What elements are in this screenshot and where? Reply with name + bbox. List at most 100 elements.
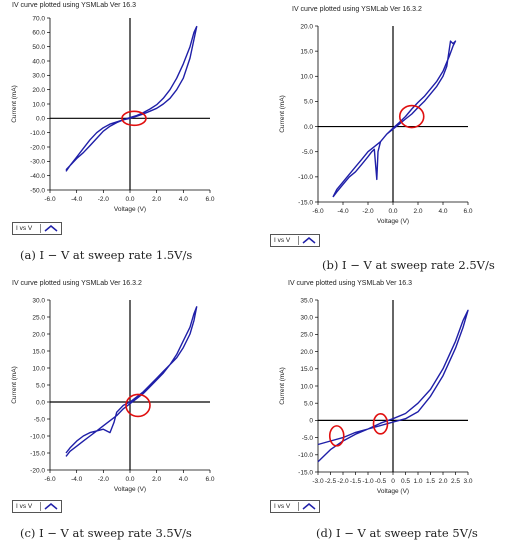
x-tick-label: -4.0 [71,476,83,483]
y-tick-label: 20.0 [32,331,45,338]
legend: I vs V [12,222,63,235]
legend-swatch-icon [40,224,61,233]
chart-title: IV curve plotted using YSMLab Ver 16.3 [288,280,413,287]
y-tick-label: 10.0 [300,74,313,81]
y-tick-label: -15.0 [298,469,313,476]
legend-swatch-icon [40,502,61,511]
y-tick-label: 30.0 [32,297,45,304]
iv-chart-b: -6.0 -4.0 -2.0 0.0 2.0 4.0 6.0 -15.0 -10.0 -5.0 0.… [279,23,473,225]
x-tick-label: 6.0 [205,476,214,483]
x-tick-label: -1.5 [350,478,362,485]
y-tick-label: 70.0 [32,15,45,22]
y-tick-label: -15.0 [298,199,313,206]
highlight-circle [398,104,425,129]
y-tick-label: 10.0 [32,101,45,108]
legend-swatch-icon [298,502,319,511]
x-tick-label: -3.0 [312,478,324,485]
caption: (a) I − V at sweep rate 1.5V/s [20,248,193,262]
x-tick-label: 4.0 [179,196,188,203]
panel-d: IV curve plotted using YSMLab Ver 16.3 -… [258,272,516,550]
x-tick-label: -2.0 [337,478,349,485]
x-tick-label: -2.0 [98,196,110,203]
x-tick-label: 1.5 [426,478,435,485]
x-axis-label: Voltage (V) [114,486,146,493]
y-tick-label: 15.0 [300,366,313,373]
series-line-i-vs-v [332,40,457,198]
panel-c: IV curve plotted using YSMLab Ver 16.3.2… [0,272,258,550]
y-tick-label: 10.0 [300,383,313,390]
x-tick-label: -6.0 [312,208,324,215]
y-tick-label: 5.0 [36,382,45,389]
series-line-i-vs-v [65,306,198,457]
legend-label: I vs V [274,503,291,510]
y-tick-label: 25.0 [32,314,45,321]
legend: I vs V [12,500,63,513]
y-tick-label: -5.0 [302,149,314,156]
iv-chart-d: -3.0 -2.5 -2.0 -1.5 -1.0 -0.5 0 0.5 1.0 1.5 2.0 2.5… [279,297,473,495]
series-line-i-vs-v [65,25,198,172]
x-tick-label: -6.0 [44,196,56,203]
y-tick-label: -10.0 [298,174,313,181]
x-axis-label: Voltage (V) [377,488,409,495]
y-tick-label: -15.0 [30,450,45,457]
x-tick-label: 2.0 [152,196,161,203]
y-axis-label: Current (mA) [279,95,286,133]
x-tick-label: 6.0 [205,196,214,203]
y-tick-label: -20.0 [30,467,45,474]
x-tick-label: 3.0 [463,478,472,485]
chart-title: IV curve plotted using YSMLab Ver 16.3.2 [292,6,422,13]
x-tick-label: 4.0 [179,476,188,483]
x-tick-label: -1.0 [362,478,374,485]
x-tick-label: 1.0 [413,478,422,485]
y-axis-label: Current (mA) [279,367,286,405]
y-tick-label: 20.0 [32,87,45,94]
legend-swatch-icon [298,236,319,245]
legend-label: I vs V [16,225,33,232]
x-tick-label: -4.0 [71,196,83,203]
y-tick-label: 0.0 [36,399,45,406]
x-tick-label: -2.0 [362,208,374,215]
panel-a: IV curve plotted using YSMLab Ver 16.3 -… [0,0,258,272]
y-tick-label: 20.0 [300,349,313,356]
y-tick-label: 60.0 [32,30,45,37]
y-tick-label: -10.0 [30,130,45,137]
y-tick-label: -40.0 [30,173,45,180]
y-tick-label: 35.0 [300,297,313,304]
x-tick-label: 2.0 [413,208,422,215]
y-tick-label: 15.0 [300,48,313,55]
x-tick-label: -0.5 [375,478,387,485]
y-tick-label: -5.0 [34,416,46,423]
x-tick-label: -2.0 [98,476,110,483]
y-tick-label: 50.0 [32,44,45,51]
y-tick-label: 20.0 [300,23,313,30]
caption: (d) I − V at sweep rate 5V/s [316,526,478,540]
y-tick-label: 0 [309,418,313,425]
x-tick-label: 4.0 [438,208,447,215]
highlight-circle [372,413,389,435]
highlight-circle [125,393,151,418]
x-tick-label: -2.5 [325,478,337,485]
legend: I vs V [270,234,321,247]
panel-b: IV curve plotted using YSMLab Ver 16.3.2… [258,0,516,272]
iv-chart-c: -6.0 -4.0 -2.0 0.0 2.0 4.0 6.0 -20.0 -15.0 -10.0 -… [11,297,215,493]
legend: I vs V [270,500,321,513]
y-tick-label: 5.0 [304,401,313,408]
y-tick-label: 25.0 [300,332,313,339]
series-line-i-vs-v [317,309,469,463]
y-tick-label: 30.0 [32,73,45,80]
highlight-circle [328,425,345,447]
legend-label: I vs V [274,237,291,244]
y-axis-label: Current (mA) [11,366,18,404]
y-tick-label: -20.0 [30,144,45,151]
y-tick-label: 0.0 [304,124,313,131]
y-tick-label: 5.0 [304,99,313,106]
x-tick-label: 2.5 [451,478,460,485]
y-tick-label: -5.0 [302,435,314,442]
chart-title: IV curve plotted using YSMLab Ver 16.3 [12,2,137,9]
x-tick-label: -4.0 [337,208,349,215]
x-axis-label: Voltage (V) [377,218,409,225]
caption: (c) I − V at sweep rate 3.5V/s [20,526,192,540]
x-tick-label: -6.0 [44,476,56,483]
y-tick-label: 15.0 [32,348,45,355]
y-tick-label: -30.0 [30,159,45,166]
